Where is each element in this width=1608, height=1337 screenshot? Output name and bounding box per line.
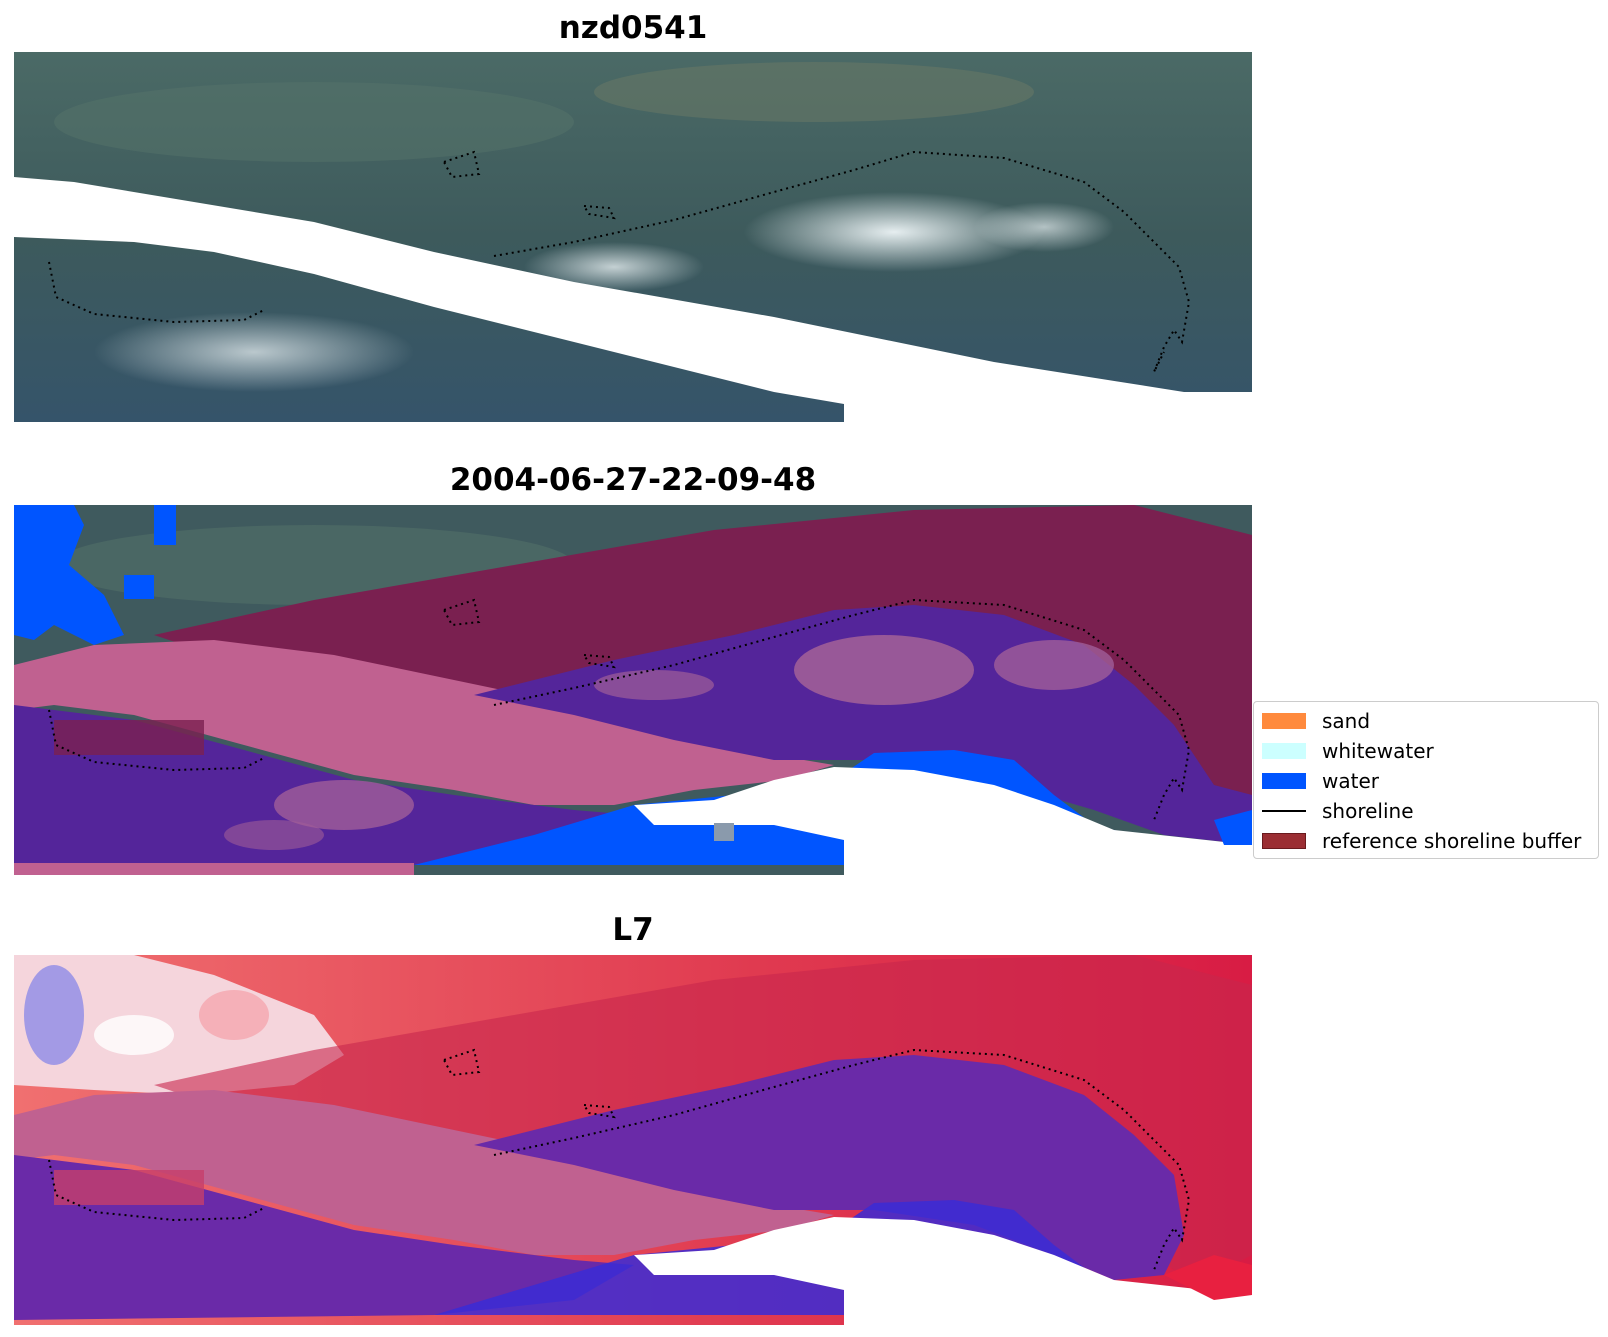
legend-item-whitewater: whitewater <box>1262 736 1590 766</box>
legend-label-water: water <box>1322 769 1379 793</box>
legend-item-shoreline: shoreline <box>1262 796 1590 826</box>
panel-title-index: L7 <box>612 912 654 948</box>
shoreline-swatch <box>1262 810 1306 812</box>
legend-item-sand: sand <box>1262 706 1590 736</box>
index-image-panel <box>14 955 1252 1325</box>
index-image <box>14 955 1252 1325</box>
rgb-image <box>14 52 1252 422</box>
classified-image <box>14 505 1252 875</box>
legend-label-shoreline: shoreline <box>1322 799 1414 823</box>
panel-title-classified: 2004-06-27-22-09-48 <box>449 462 817 498</box>
legend-label-reference-buffer: reference shoreline buffer <box>1322 829 1582 853</box>
water-swatch <box>1262 773 1306 789</box>
panel-title-rgb: nzd0541 <box>558 10 708 46</box>
legend-item-water: water <box>1262 766 1590 796</box>
rgb-image-panel <box>14 52 1252 422</box>
legend-item-reference-buffer: reference shoreline buffer <box>1262 826 1590 856</box>
classified-image-panel <box>14 505 1252 875</box>
legend-label-sand: sand <box>1322 709 1371 733</box>
reference-buffer-swatch <box>1262 833 1306 849</box>
whitewater-swatch <box>1262 743 1306 759</box>
legend: sand whitewater water shoreline referenc… <box>1253 701 1599 859</box>
sand-swatch <box>1262 713 1306 729</box>
legend-label-whitewater: whitewater <box>1322 739 1434 763</box>
